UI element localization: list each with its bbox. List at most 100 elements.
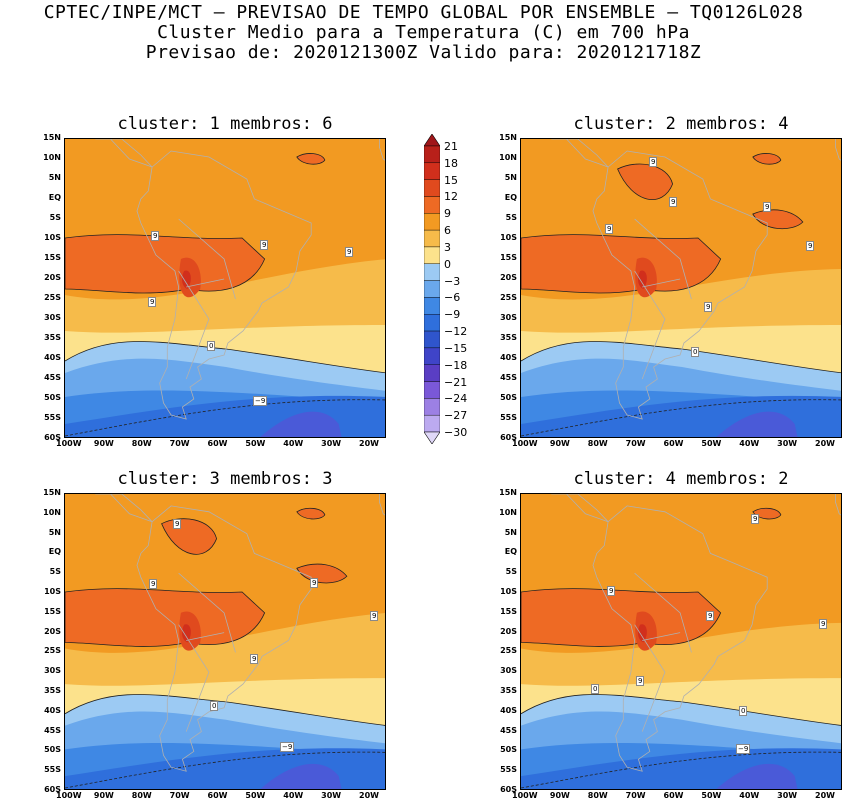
lat-tick-label: 5N bbox=[504, 173, 517, 182]
lon-tick-label: 50W bbox=[701, 439, 722, 448]
panel-title: cluster: 2 membros: 4 bbox=[573, 114, 789, 134]
colorbar-segment bbox=[424, 179, 440, 197]
contour-label: 9 bbox=[649, 157, 658, 167]
colorbar-label: −3 bbox=[444, 274, 461, 288]
band-18-to-21 bbox=[182, 270, 191, 289]
lon-tick-label: 80W bbox=[587, 791, 608, 800]
contour-label: 9 bbox=[149, 579, 158, 589]
country-borders bbox=[634, 218, 692, 380]
contour-label: 9 bbox=[260, 240, 269, 250]
lon-tick-label: 20W bbox=[815, 791, 836, 800]
lon-tick-label: 40W bbox=[739, 439, 760, 448]
band-12-to-15 bbox=[65, 234, 266, 294]
lat-tick-label: 35S bbox=[500, 333, 517, 342]
lat-tick-label: 20S bbox=[500, 273, 517, 282]
contour-label: 9 bbox=[605, 224, 614, 234]
lat-tick-label: 50S bbox=[500, 393, 517, 402]
colorbar-segment bbox=[424, 162, 440, 180]
warm-blob bbox=[296, 507, 326, 520]
coastline-south-america bbox=[136, 150, 312, 420]
colorbar-label: −9 bbox=[444, 308, 461, 322]
map-svg bbox=[65, 139, 385, 437]
contour-label: 9 bbox=[370, 611, 379, 621]
contour-label: 9 bbox=[151, 231, 160, 241]
lon-tick-label: 50W bbox=[245, 791, 266, 800]
contour-label: 9 bbox=[607, 586, 616, 596]
colorbar-label: 15 bbox=[444, 173, 458, 187]
colorbar-segment bbox=[424, 398, 440, 416]
lat-tick-label: EQ bbox=[504, 547, 517, 557]
lat-tick-label: 60S bbox=[500, 785, 517, 794]
contour-label: 9 bbox=[310, 578, 319, 588]
lat-tick-label: 10N bbox=[43, 507, 61, 517]
lat-tick-label: 15S bbox=[500, 606, 517, 616]
lon-tick-label: 60W bbox=[207, 791, 228, 800]
coastline-africa bbox=[835, 494, 841, 516]
lon-tick-label: 60W bbox=[663, 791, 684, 800]
panel-title: cluster: 1 membros: 6 bbox=[117, 114, 333, 134]
contour-label: −9 bbox=[280, 742, 295, 752]
lat-tick-label: 40S bbox=[500, 705, 517, 715]
colorbar-segment bbox=[424, 246, 440, 264]
warm-blob bbox=[752, 507, 782, 520]
contour-m9 bbox=[521, 399, 841, 437]
lon-tick-label: 30W bbox=[777, 791, 798, 800]
colorbar-label: 18 bbox=[444, 156, 458, 170]
contour-label: −9 bbox=[736, 744, 751, 754]
map-svg bbox=[521, 494, 841, 789]
temperature-map-panel: 9 9 9 9 9 9 0 bbox=[520, 138, 842, 438]
lat-tick-label: 30S bbox=[500, 313, 517, 322]
lon-tick-label: 80W bbox=[131, 791, 152, 800]
lat-tick-label: 35S bbox=[500, 686, 517, 695]
panel-title: cluster: 3 membros: 3 bbox=[117, 469, 333, 489]
lat-tick-label: 25S bbox=[44, 293, 61, 302]
lon-tick-label: 40W bbox=[283, 439, 304, 448]
coastline-central-america bbox=[95, 139, 153, 168]
contour-label: 0 bbox=[739, 706, 748, 716]
lat-tick-label: 5S bbox=[49, 213, 61, 222]
lat-tick-label: 15N bbox=[43, 133, 61, 142]
colorbar-label: −24 bbox=[444, 392, 468, 406]
lat-tick-label: 5S bbox=[505, 567, 517, 577]
contour-m9 bbox=[65, 399, 385, 437]
colorbar-segment bbox=[424, 297, 440, 315]
lat-tick-label: EQ bbox=[48, 193, 61, 202]
lat-tick-label: 15N bbox=[499, 133, 517, 142]
lon-tick-label: 50W bbox=[701, 791, 722, 800]
main-title: CPTEC/INPE/MCT – PREVISAO DE TEMPO GLOBA… bbox=[43, 2, 804, 23]
lat-tick-label: 25S bbox=[44, 646, 61, 656]
lat-tick-label: 60S bbox=[500, 433, 517, 442]
contour-label: 0 bbox=[210, 701, 219, 711]
main-subtitle: Cluster Medio para a Temperatura (C) em … bbox=[157, 22, 690, 43]
lat-tick-label: 5N bbox=[48, 527, 61, 537]
colorbar-label: −30 bbox=[444, 426, 468, 439]
colorbar-segment bbox=[424, 347, 440, 365]
contour-label: 9 bbox=[763, 202, 772, 212]
coastline-south-america bbox=[592, 505, 768, 772]
lon-tick-label: 100W bbox=[56, 439, 82, 448]
lat-tick-label: 45S bbox=[44, 725, 61, 735]
colorbar-segment bbox=[424, 381, 440, 399]
temperature-map-panel: 9 9 9 9 9 0 0 −9 bbox=[520, 493, 842, 790]
contour-label: 9 bbox=[706, 611, 715, 621]
lat-tick-label: 50S bbox=[44, 745, 61, 755]
contour-label: 9 bbox=[751, 514, 760, 524]
lon-tick-label: 80W bbox=[131, 439, 152, 448]
lon-tick-label: 100W bbox=[512, 439, 538, 448]
country-borders bbox=[178, 218, 236, 380]
lat-tick-label: 45S bbox=[44, 373, 61, 382]
lat-tick-label: 25S bbox=[500, 646, 517, 656]
lon-tick-label: 40W bbox=[739, 791, 760, 800]
colorbar-segment bbox=[424, 196, 440, 214]
lon-tick-label: 20W bbox=[359, 791, 380, 800]
colorbar-label: 3 bbox=[444, 240, 451, 254]
band-m12-to-m9 bbox=[716, 763, 798, 789]
coastline-africa bbox=[835, 139, 841, 161]
lat-tick-label: EQ bbox=[504, 193, 517, 202]
contour-m9 bbox=[521, 751, 841, 789]
lon-tick-label: 100W bbox=[512, 791, 538, 800]
contour-m9 bbox=[65, 751, 385, 789]
lat-tick-label: 10N bbox=[43, 153, 61, 162]
contour-label: 9 bbox=[636, 676, 645, 686]
band-18-to-21 bbox=[182, 624, 191, 643]
